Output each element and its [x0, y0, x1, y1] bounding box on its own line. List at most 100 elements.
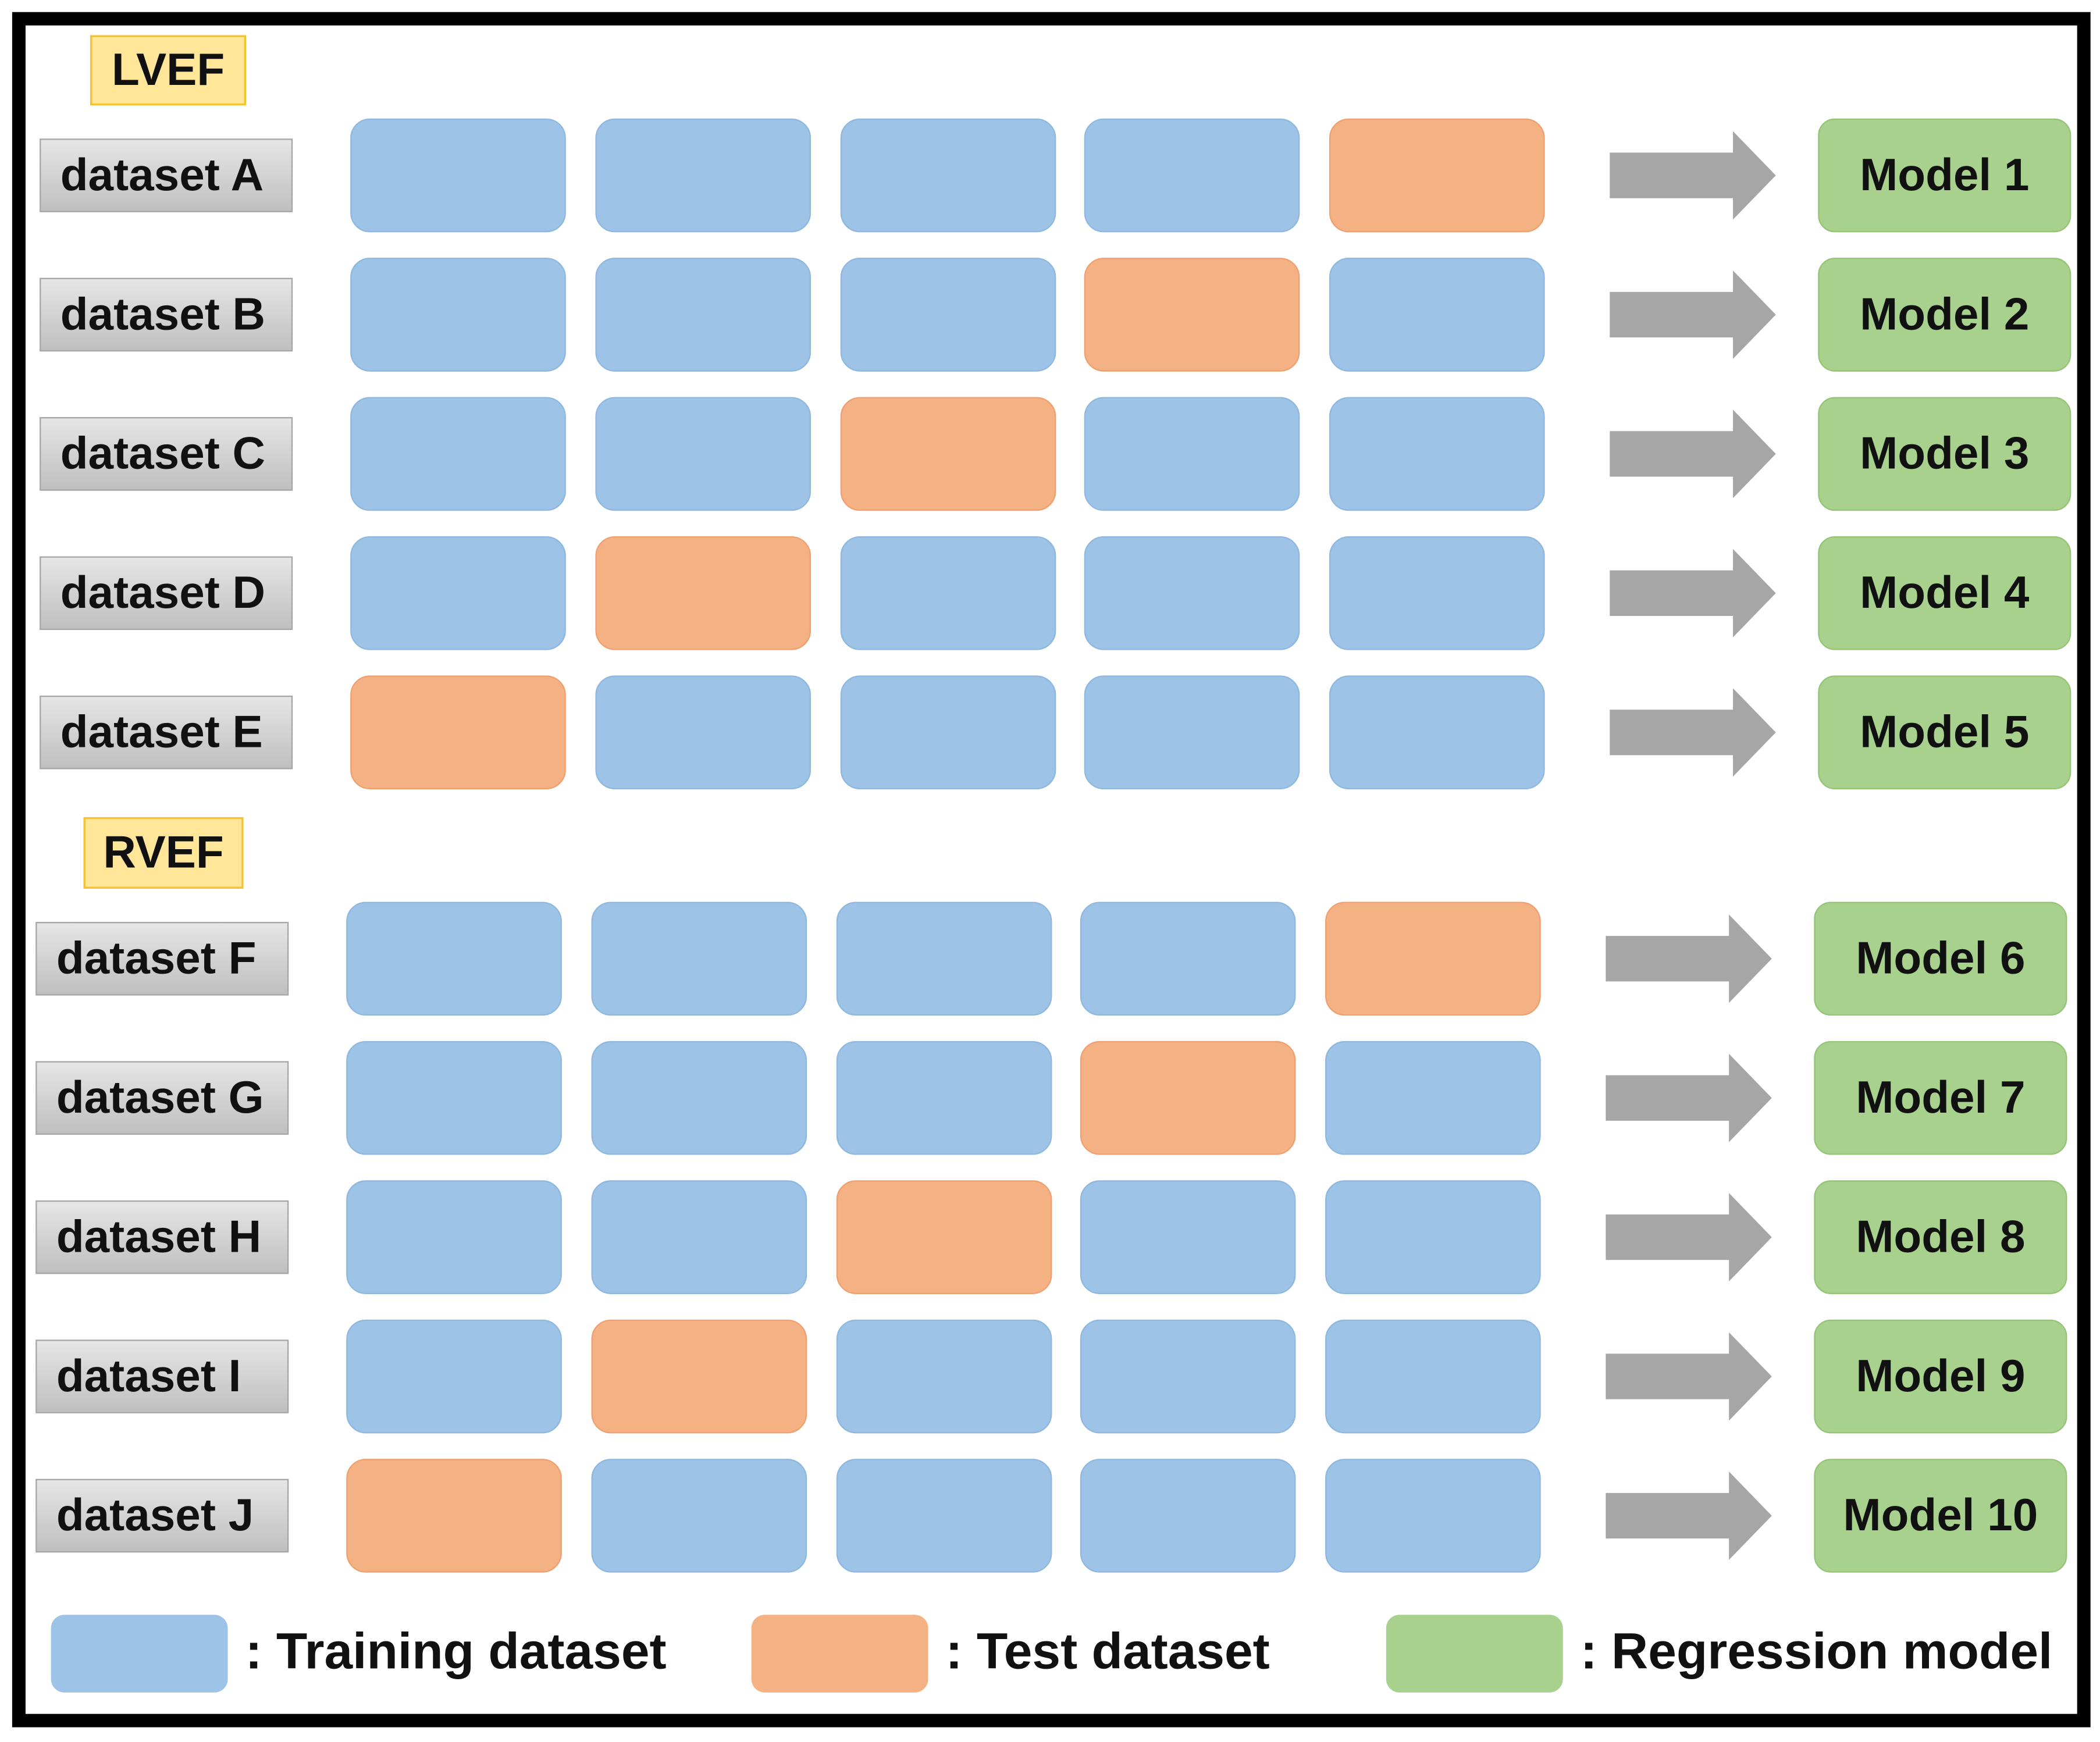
training-fold — [591, 1459, 807, 1573]
arrow — [1610, 131, 1776, 220]
training-fold — [1325, 1459, 1541, 1573]
test-fold — [1329, 118, 1545, 233]
arrow — [1610, 548, 1776, 637]
arrow — [1606, 1471, 1772, 1560]
training-fold — [350, 258, 566, 372]
legend-swatch — [51, 1615, 228, 1693]
test-fold — [350, 675, 566, 790]
training-fold — [1329, 258, 1545, 372]
training-fold — [1084, 397, 1300, 511]
arrow — [1610, 409, 1776, 498]
dataset-label-box — [35, 1340, 289, 1413]
dataset-label-box — [40, 138, 293, 212]
dataset-label: dataset F — [56, 932, 257, 984]
training-fold — [591, 1041, 807, 1155]
dataset-label-box — [35, 921, 289, 996]
model-label: Model 3 — [1860, 428, 2029, 479]
training-fold — [346, 1319, 562, 1434]
dataset-label: dataset D — [60, 567, 265, 618]
dataset-label: dataset C — [60, 428, 265, 479]
arrow — [1606, 1053, 1772, 1142]
model-box — [1818, 536, 2071, 650]
training-fold — [1325, 1041, 1541, 1155]
dataset-label-box — [40, 277, 293, 352]
training-fold — [595, 258, 811, 372]
legend-swatch — [1386, 1615, 1563, 1693]
training-fold — [346, 902, 562, 1016]
dataset-label: dataset J — [56, 1489, 254, 1540]
training-fold — [836, 1459, 1052, 1573]
model-box — [1814, 1041, 2067, 1155]
training-fold — [350, 397, 566, 511]
training-fold — [1329, 536, 1545, 650]
test-fold — [1084, 258, 1300, 372]
training-fold — [1325, 1319, 1541, 1434]
dataset-label-box — [35, 1479, 289, 1553]
arrow — [1606, 1193, 1772, 1282]
model-box — [1818, 397, 2071, 511]
training-fold — [836, 1041, 1052, 1155]
model-box — [1818, 118, 2071, 233]
model-box — [1814, 1319, 2067, 1434]
test-fold — [1325, 902, 1541, 1016]
model-label: Model 8 — [1856, 1210, 2025, 1262]
model-box — [1814, 1459, 2067, 1573]
legend-label: : Training dataset — [245, 1622, 666, 1679]
training-fold — [350, 118, 566, 233]
training-fold — [840, 258, 1056, 372]
legend-label: : Regression model — [1581, 1622, 2053, 1679]
dataset-label: dataset G — [56, 1071, 264, 1123]
test-fold — [595, 536, 811, 650]
model-box — [1814, 902, 2067, 1016]
arrow — [1610, 688, 1776, 777]
training-fold — [1084, 675, 1300, 790]
model-label: Model 4 — [1860, 567, 2030, 618]
model-box — [1814, 1180, 2067, 1294]
dataset-label: dataset A — [60, 149, 264, 200]
section-title: LVEF — [112, 44, 225, 95]
training-fold — [840, 536, 1056, 650]
training-fold — [1080, 1459, 1296, 1573]
training-fold — [591, 902, 807, 1016]
model-label: Model 7 — [1856, 1071, 2025, 1123]
legend-swatch — [751, 1615, 928, 1693]
training-fold — [1080, 1319, 1296, 1434]
dataset-label: dataset B — [60, 288, 265, 339]
dataset-label-box — [40, 556, 293, 630]
dataset-label-box — [40, 695, 293, 770]
training-fold — [1329, 675, 1545, 790]
training-fold — [1080, 1180, 1296, 1294]
training-fold — [1084, 536, 1300, 650]
arrow — [1610, 270, 1776, 359]
section-title-box — [83, 817, 244, 889]
training-fold — [1080, 902, 1296, 1016]
training-fold — [836, 1319, 1052, 1434]
dataset-label: dataset I — [56, 1350, 241, 1401]
test-fold — [346, 1459, 562, 1573]
training-fold — [346, 1180, 562, 1294]
training-fold — [840, 675, 1056, 790]
model-box — [1818, 258, 2071, 372]
training-fold — [1084, 118, 1300, 233]
model-label: Model 5 — [1860, 706, 2029, 757]
model-label: Model 2 — [1860, 288, 2029, 339]
model-box — [1818, 675, 2071, 790]
training-fold — [591, 1180, 807, 1294]
dataset-label-box — [35, 1200, 289, 1274]
section-title: RVEF — [103, 827, 223, 878]
arrow — [1606, 1332, 1772, 1421]
training-fold — [595, 675, 811, 790]
model-label: Model 6 — [1856, 932, 2025, 984]
training-fold — [840, 118, 1056, 233]
model-label: Model 10 — [1843, 1489, 2038, 1540]
training-fold — [836, 902, 1052, 1016]
training-fold — [595, 397, 811, 511]
legend-label: : Test dataset — [945, 1622, 1269, 1679]
dataset-label-box — [40, 417, 293, 491]
test-fold — [591, 1319, 807, 1434]
dataset-label-box — [35, 1061, 289, 1135]
training-fold — [595, 118, 811, 233]
test-fold — [840, 397, 1056, 511]
